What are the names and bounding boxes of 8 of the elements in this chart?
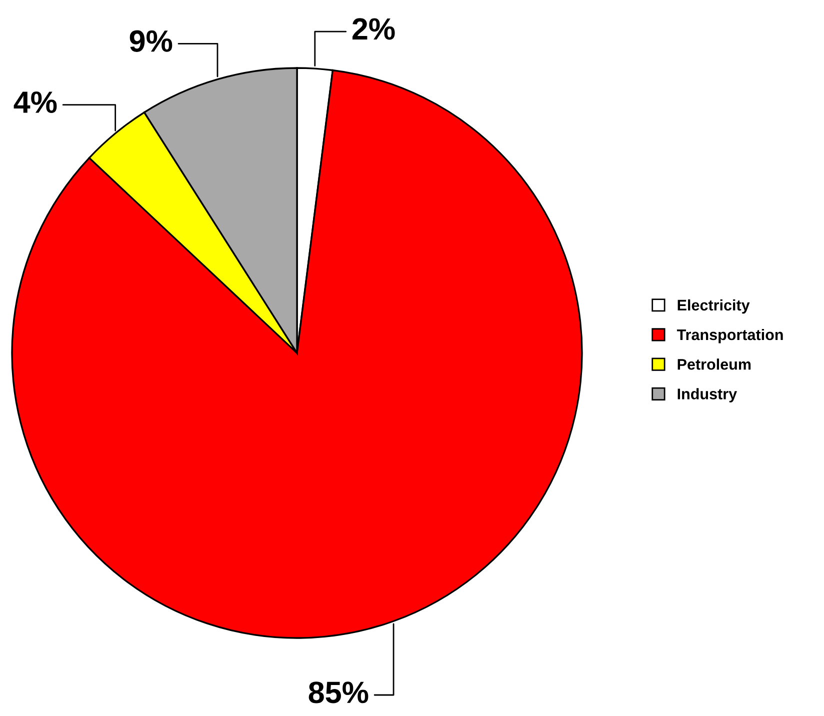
data-label: 9% [130,30,172,52]
legend-label: Electricity [678,299,750,314]
data-label: 4% [14,92,57,113]
data-label: 2% [352,18,395,40]
legend-label: Petroleum [678,358,751,370]
data-label: 85% [308,682,368,704]
legend-label: Industry [678,388,737,402]
legend-label: Transportation [676,328,783,344]
